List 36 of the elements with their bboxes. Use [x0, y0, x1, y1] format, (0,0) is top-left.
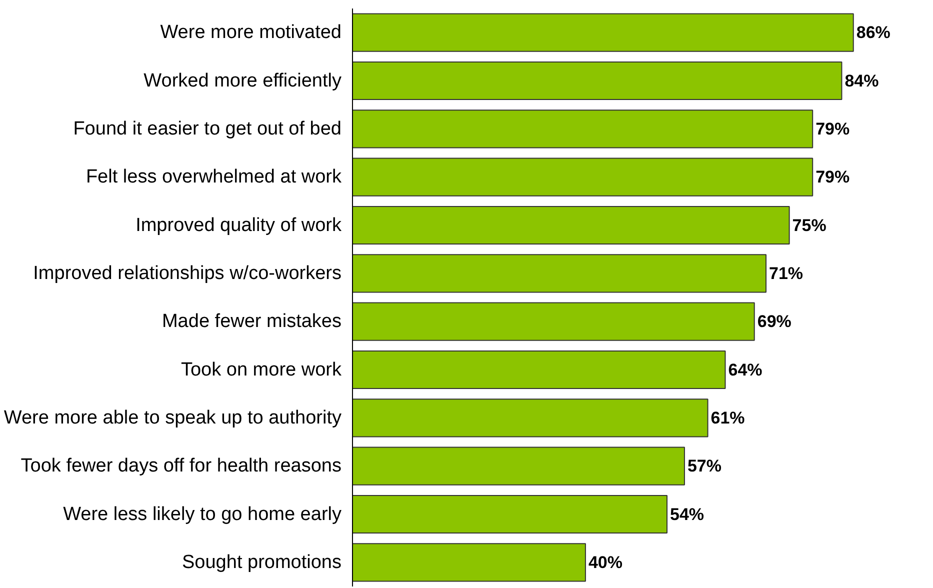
y-tick-label: Took fewer days off for health reasons [20, 456, 342, 477]
y-tick-label: Sought promotions [182, 552, 342, 573]
bar [352, 446, 685, 486]
bar [352, 158, 814, 196]
data-label: 79% [816, 168, 850, 187]
y-tick-label: Took on more work [180, 359, 342, 380]
bar [352, 13, 854, 52]
y-tick-label: Worked more efficiently [144, 70, 342, 92]
y-tick-label: Improved quality of work [136, 214, 342, 236]
bar [352, 110, 814, 148]
data-label: 69% [757, 312, 792, 332]
y-tick-label: Were less likely to go home early [63, 504, 342, 525]
data-label: 79% [816, 119, 850, 138]
data-label: 61% [710, 408, 745, 428]
data-label: 57% [687, 456, 722, 476]
bar [352, 61, 842, 100]
bar [352, 543, 586, 582]
y-tick-label: Found it easier to get out of bed [73, 118, 342, 140]
data-label: 71% [769, 264, 804, 283]
y-tick-label: Were more motivated [160, 22, 342, 44]
y-tick-label: Made fewer mistakes [162, 311, 342, 332]
bar [352, 302, 755, 341]
bar [352, 494, 668, 534]
bar [352, 398, 708, 438]
bar [352, 254, 767, 293]
data-label: 54% [670, 504, 704, 524]
data-label: 64% [728, 360, 762, 380]
bar [352, 206, 790, 245]
data-label: 84% [844, 71, 879, 90]
data-label: 86% [856, 23, 890, 42]
y-tick-label: Improved relationships w/co-workers [33, 262, 342, 284]
y-tick-label: Felt less overwhelmed at work [86, 166, 342, 188]
data-label: 75% [792, 216, 826, 235]
bar [352, 350, 726, 390]
y-tick-label: Were more able to speak up to authority [4, 407, 342, 428]
data-label: 40% [588, 552, 622, 572]
